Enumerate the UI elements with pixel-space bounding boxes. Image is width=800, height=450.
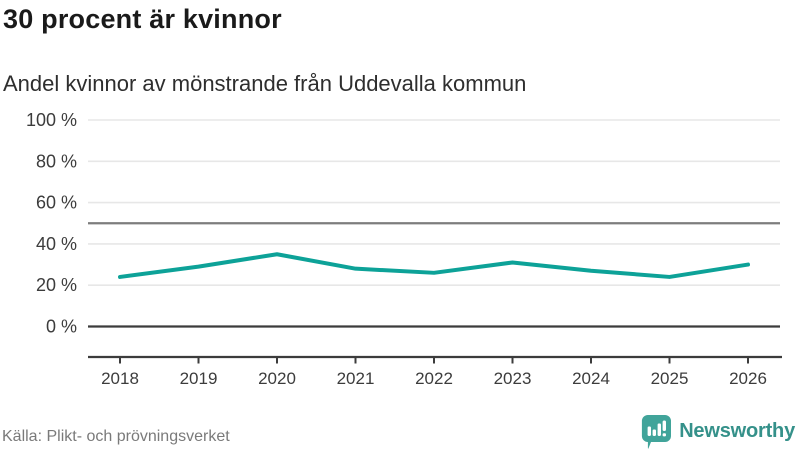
page-title: 30 procent är kvinnor xyxy=(3,4,282,34)
newsworthy-logo: Newsworthy xyxy=(641,413,795,449)
bar-chart-speech-bubble-icon xyxy=(641,414,672,449)
brand-name: Newsworthy xyxy=(679,419,795,442)
svg-text:2018: 2018 xyxy=(101,369,139,388)
chart-subtitle: Andel kvinnor av mönstrande från Uddeval… xyxy=(3,71,527,96)
svg-text:2021: 2021 xyxy=(337,369,375,388)
svg-text:80 %: 80 % xyxy=(36,151,77,171)
svg-text:2019: 2019 xyxy=(180,369,218,388)
svg-text:20 %: 20 % xyxy=(36,275,77,295)
svg-text:2026: 2026 xyxy=(729,369,767,388)
svg-text:100 %: 100 % xyxy=(26,110,77,130)
svg-text:60 %: 60 % xyxy=(36,193,77,213)
logo-bars xyxy=(647,420,667,436)
svg-text:0 %: 0 % xyxy=(46,317,77,337)
svg-text:2023: 2023 xyxy=(494,369,532,388)
source-note: Källa: Plikt- och prövningsverket xyxy=(2,428,230,445)
svg-text:40 %: 40 % xyxy=(36,234,77,254)
svg-text:2024: 2024 xyxy=(572,369,610,388)
logo-bubble-shape xyxy=(642,414,672,449)
svg-text:2020: 2020 xyxy=(258,369,296,388)
svg-text:2025: 2025 xyxy=(651,369,689,388)
svg-text:2022: 2022 xyxy=(415,369,453,388)
